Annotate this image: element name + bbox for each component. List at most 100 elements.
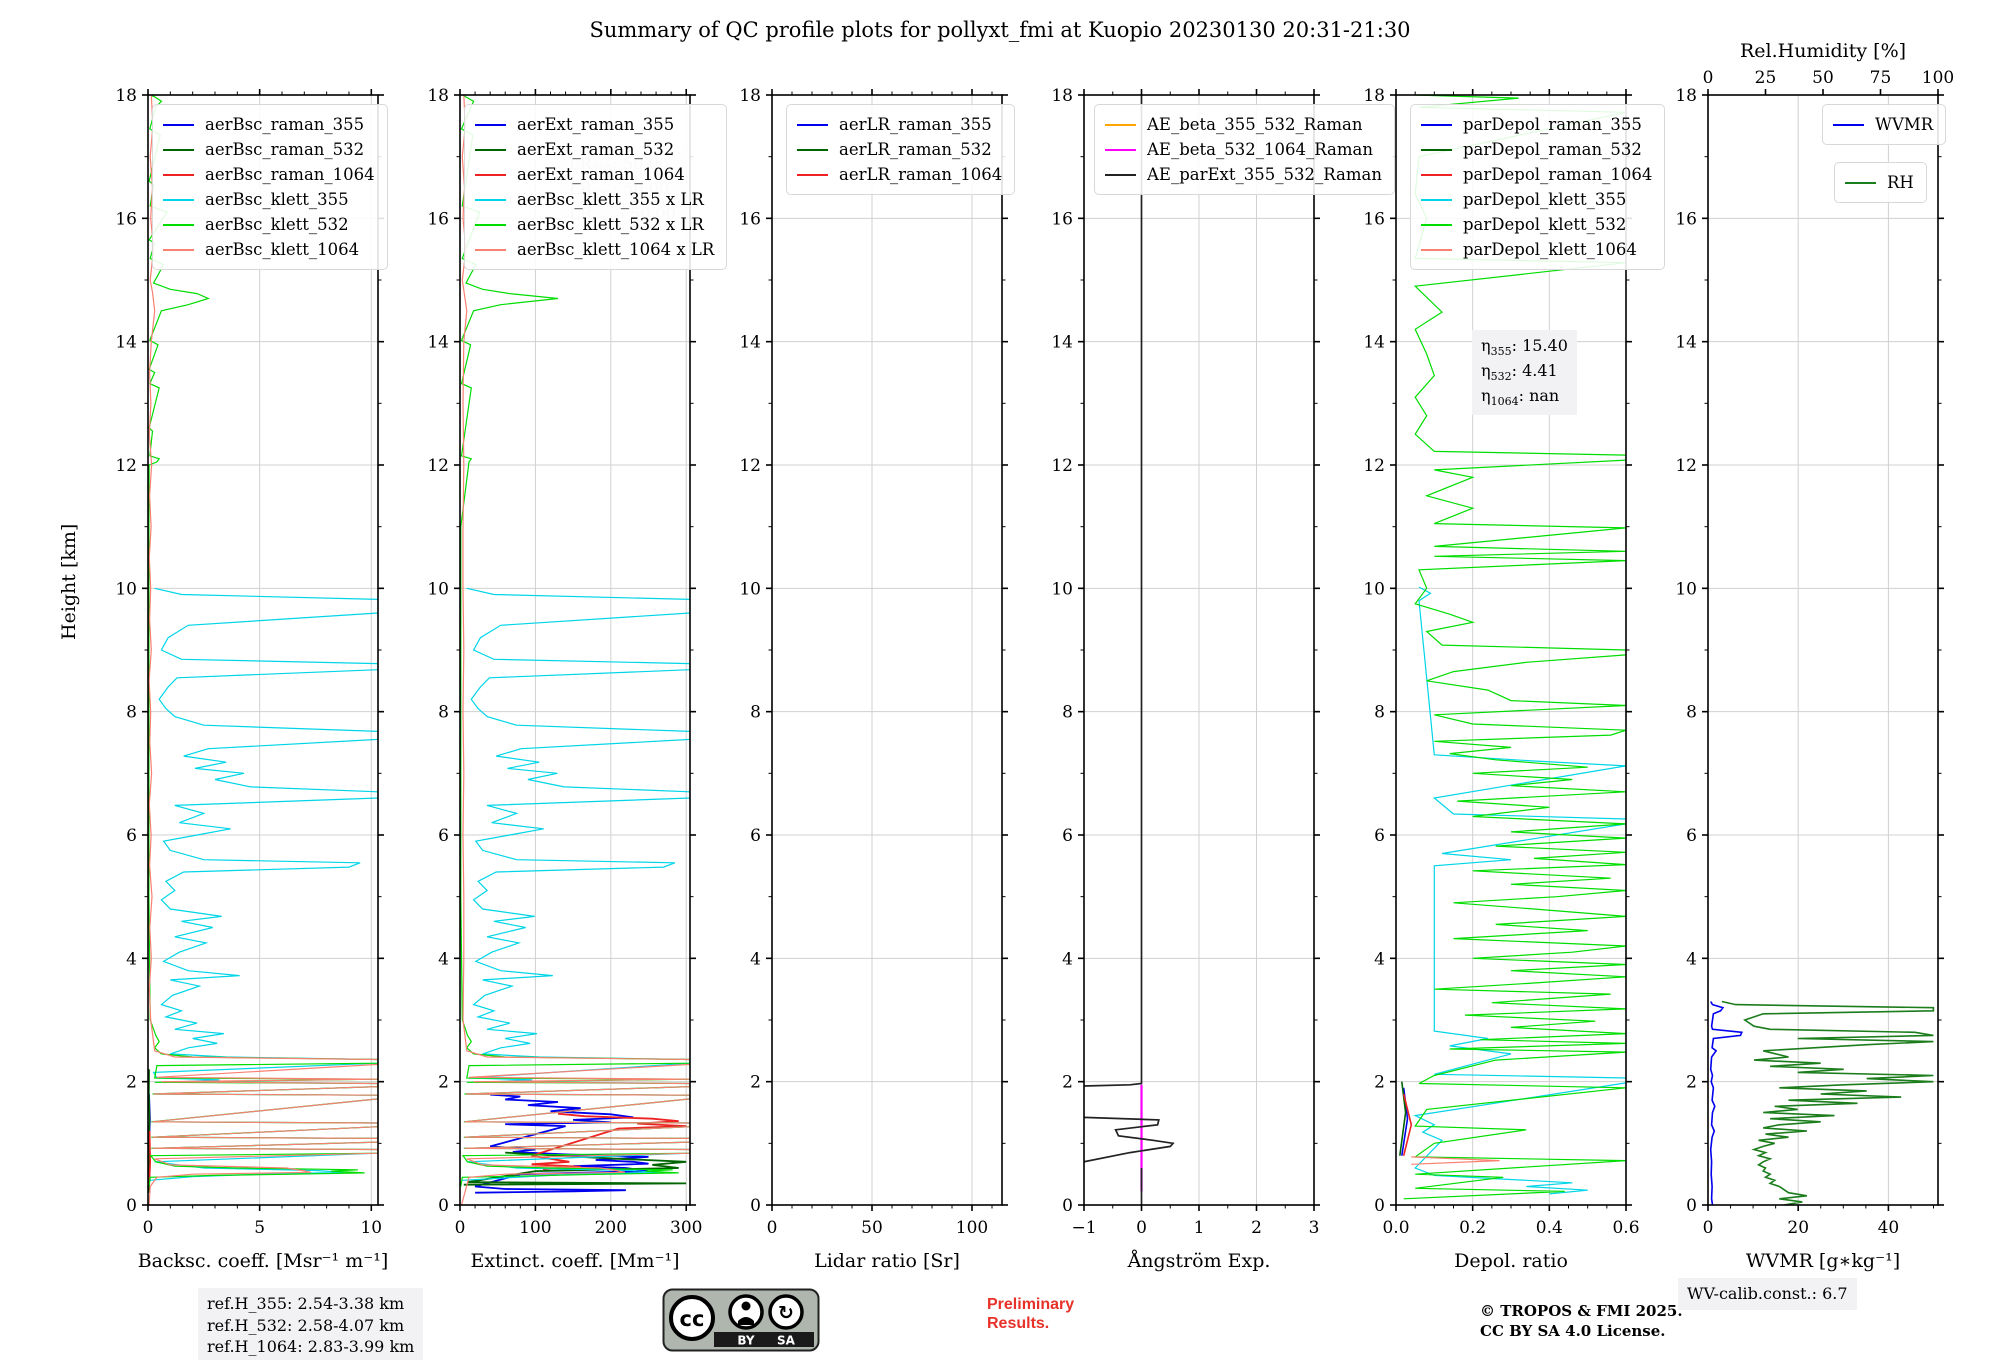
legend-line-swatch [1421, 198, 1452, 201]
legend-line-swatch [163, 123, 194, 126]
series-line-aerBsc_klett_355 x LR [462, 587, 690, 1181]
svg-text:0: 0 [1136, 1218, 1147, 1238]
legend-line-swatch [475, 148, 506, 151]
svg-text:16: 16 [739, 209, 761, 229]
legend-item: aerExt_raman_355 [475, 112, 714, 137]
legend-item: aerBsc_raman_532 [163, 137, 375, 162]
legend-label: aerExt_raman_355 [517, 115, 675, 134]
svg-text:16: 16 [1051, 209, 1073, 229]
svg-text:Extinct. coeff. [Mm⁻¹]: Extinct. coeff. [Mm⁻¹] [470, 1250, 679, 1272]
svg-text:Ångström Exp.: Ångström Exp. [1127, 1250, 1271, 1272]
svg-text:10: 10 [115, 579, 137, 599]
svg-text:14: 14 [1051, 333, 1073, 353]
series-line-parDepol_klett_355 [1413, 586, 1626, 1195]
legend-angstrom: AE_beta_355_532_Raman AE_beta_532_1064_Ra… [1094, 104, 1395, 195]
svg-text:10: 10 [427, 579, 449, 599]
series-wvmr [1709, 1000, 1935, 1205]
legend-item: parDepol_raman_532 [1421, 137, 1652, 162]
legend-item: aerBsc_raman_355 [163, 112, 375, 137]
legend-line-swatch [1421, 148, 1452, 151]
ref-height-355: ref.H_355: 2.54-3.38 km [207, 1294, 405, 1313]
cc-circle-icon [669, 1295, 715, 1341]
legend-item: aerBsc_klett_532 x LR [475, 212, 714, 237]
series-extinction [460, 95, 690, 1205]
svg-text:0: 0 [438, 1196, 449, 1216]
legend-label: AE_parExt_355_532_Raman [1147, 165, 1382, 184]
svg-text:Depol. ratio: Depol. ratio [1454, 1250, 1568, 1272]
svg-text:75: 75 [1870, 68, 1892, 88]
annotation-line: η1064: nan [1481, 386, 1560, 409]
legend-label: aerLR_raman_1064 [839, 165, 1003, 184]
legend-item: aerBsc_raman_1064 [163, 162, 375, 187]
plot-backscatter: 0 5 10 0 2 4 6 8 10 12 14 16 18 Backsc. coeff. [Msr⁻¹… [115, 86, 388, 1272]
legend-item: aerBsc_klett_355 x LR [475, 187, 714, 212]
svg-text:18: 18 [115, 86, 137, 106]
legend-item: aerLR_raman_532 [797, 137, 1002, 162]
legend-rh: RH [1834, 162, 1927, 203]
svg-text:50: 50 [861, 1218, 883, 1238]
svg-text:Rel.Humidity [%]: Rel.Humidity [%] [1740, 40, 1906, 62]
svg-text:2: 2 [1374, 1073, 1385, 1093]
legend-item: parDepol_klett_1064 [1421, 237, 1652, 262]
series-angstrom [1084, 95, 1175, 1205]
svg-text:4: 4 [438, 949, 449, 969]
legend-line-swatch [1105, 123, 1136, 126]
legend-item: AE_beta_355_532_Raman [1105, 112, 1382, 137]
svg-text:18: 18 [739, 86, 761, 106]
legend-label: parDepol_klett_1064 [1463, 240, 1637, 259]
svg-text:0: 0 [455, 1218, 466, 1238]
legend-item: parDepol_klett_355 [1421, 187, 1652, 212]
legend-item: aerExt_raman_1064 [475, 162, 714, 187]
svg-text:↻: ↻ [778, 1302, 794, 1324]
series-line-aerExt_raman_1064 [531, 1112, 687, 1171]
sa-label: SA [777, 1334, 796, 1348]
reference-heights-note: ref.H_355: 2.54-3.38 km ref.H_532: 2.58-… [198, 1288, 424, 1360]
svg-text:14: 14 [1675, 333, 1697, 353]
legend-label: AE_beta_532_1064_Raman [1147, 140, 1373, 159]
svg-text:0: 0 [143, 1218, 154, 1238]
ref-height-1064: ref.H_1064: 2.83-3.99 km [207, 1337, 415, 1357]
series-line-aerBsc_klett_1064 x LR [460, 95, 690, 1205]
svg-text:2: 2 [1686, 1073, 1697, 1093]
series-line-parDepol_klett_1064 [1411, 1156, 1500, 1165]
legend-item: AE_parExt_355_532_Raman [1105, 162, 1382, 187]
svg-text:Lidar ratio [Sr]: Lidar ratio [Sr] [814, 1250, 960, 1272]
series-line-aerBsc_klett_355 [150, 587, 378, 1181]
svg-text:100: 100 [1922, 68, 1954, 88]
legend-line-swatch [797, 173, 828, 176]
preliminary-results-note: Preliminary Results. [987, 1296, 1075, 1333]
legend-label: aerExt_raman_532 [517, 140, 675, 159]
svg-text:0: 0 [750, 1196, 761, 1216]
legend-item: parDepol_klett_532 [1421, 212, 1652, 237]
svg-text:8: 8 [1062, 703, 1073, 723]
series-line-parDepol_raman_1064 [1402, 1093, 1413, 1156]
svg-text:0: 0 [1062, 1196, 1073, 1216]
legend-line-swatch [163, 173, 194, 176]
svg-text:6: 6 [1374, 826, 1385, 846]
legend-extinction: aerExt_raman_355 aerExt_raman_532 aerExt_r… [464, 104, 728, 270]
sa-arrow-icon [768, 1294, 804, 1330]
svg-text:16: 16 [115, 209, 137, 229]
legend-item: aerBsc_klett_355 [163, 187, 375, 212]
series-line-parDepol_klett_532 [1403, 95, 1626, 1200]
legend-label: aerBsc_klett_532 [205, 215, 349, 234]
plot-wvmr: 0 20 40 0 2 4 6 8 10 12 14 16 18 WVMR [g∗kg⁻¹] 0 25 50 75… [1675, 40, 1954, 1272]
svg-text:4: 4 [1374, 949, 1385, 969]
svg-text:12: 12 [1051, 456, 1073, 476]
annotation-line: η532: 4.41 [1481, 361, 1558, 384]
svg-text:6: 6 [1686, 826, 1697, 846]
svg-text:1: 1 [1194, 1218, 1205, 1238]
svg-text:0.6: 0.6 [1612, 1218, 1639, 1238]
legend-line-swatch [163, 223, 194, 226]
legend-item: aerLR_raman_355 [797, 112, 1002, 137]
legend-line-swatch [163, 248, 194, 251]
legend-line-swatch [475, 248, 506, 251]
svg-text:8: 8 [126, 703, 137, 723]
series-line-aerBsc_klett_532 [148, 95, 378, 1187]
legend-line-swatch [1845, 181, 1876, 184]
svg-text:12: 12 [1363, 456, 1385, 476]
svg-text:WVMR [g∗kg⁻¹]: WVMR [g∗kg⁻¹] [1746, 1250, 1900, 1272]
